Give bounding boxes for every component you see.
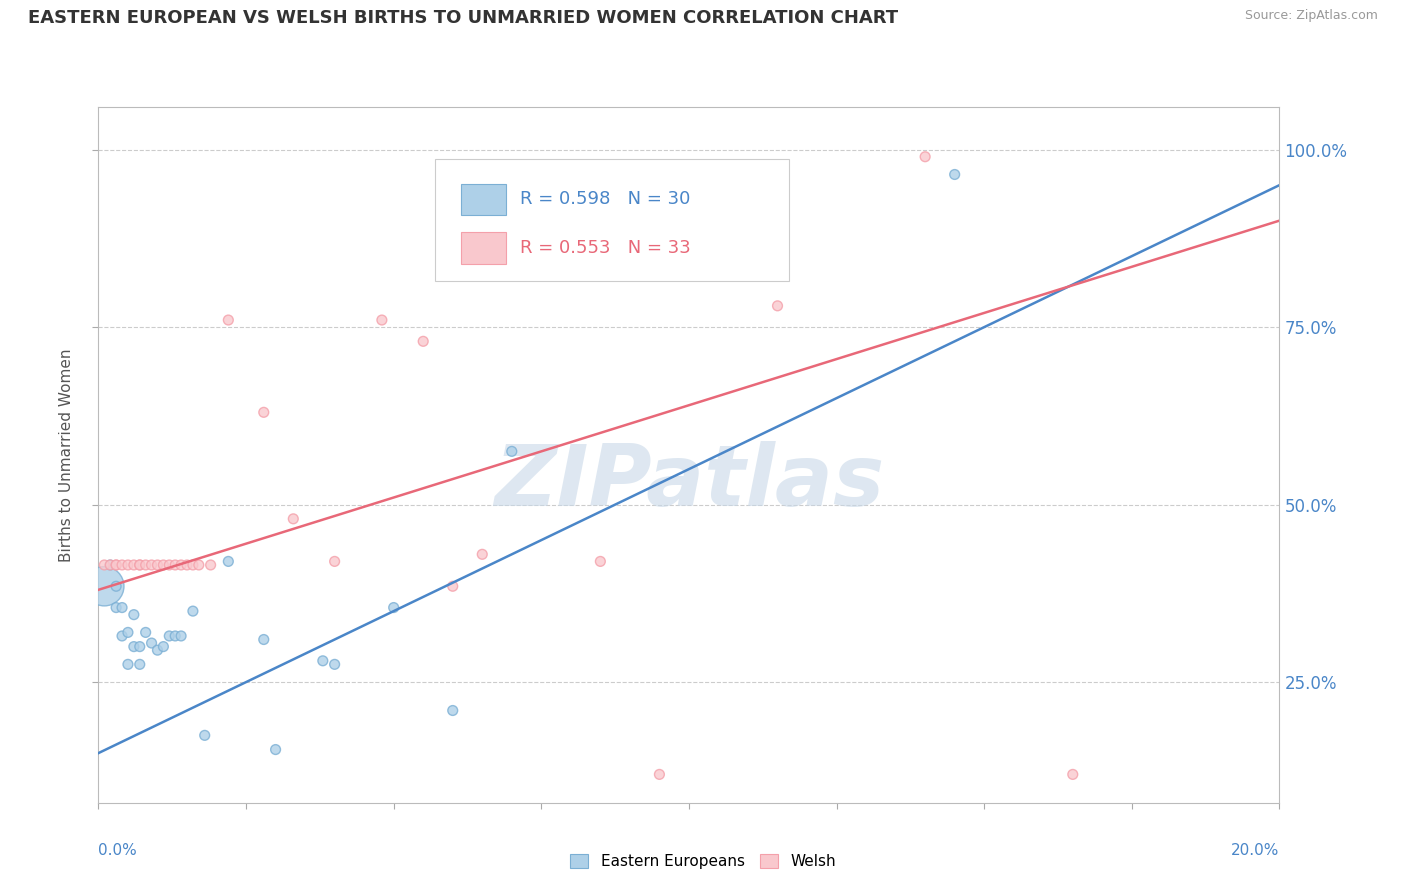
Point (943, 168, 966, 182)
Text: 0.0%: 0.0% (98, 843, 138, 858)
Point (128, 657, 150, 672)
Point (135, 625, 157, 640)
Text: ZIPatlas: ZIPatlas (494, 442, 884, 524)
Point (194, 728, 217, 742)
Point (170, 629, 193, 643)
Point (105, 558, 128, 572)
Point (441, 579, 464, 593)
Point (323, 657, 346, 672)
Point (441, 704, 464, 718)
Point (1062, 767, 1084, 781)
Point (471, 547, 494, 561)
Point (111, 558, 134, 572)
FancyBboxPatch shape (434, 159, 789, 281)
Point (165, 558, 187, 572)
Point (323, 554, 346, 568)
Point (170, 558, 193, 572)
Text: 20.0%: 20.0% (1232, 843, 1279, 858)
Point (128, 558, 150, 572)
FancyBboxPatch shape (461, 184, 506, 215)
Point (122, 607, 145, 622)
Point (141, 636, 163, 650)
Point (766, 299, 789, 313)
Text: R = 0.598   N = 30: R = 0.598 N = 30 (520, 190, 690, 208)
Point (217, 554, 239, 568)
Point (93, 579, 115, 593)
Point (146, 643, 169, 657)
FancyBboxPatch shape (461, 232, 506, 263)
Point (105, 558, 128, 572)
Point (200, 558, 222, 572)
Point (176, 558, 198, 572)
Point (371, 313, 394, 327)
Point (181, 604, 204, 618)
Text: R = 0.553   N = 33: R = 0.553 N = 33 (520, 238, 690, 257)
Point (253, 632, 276, 647)
Text: Source: ZipAtlas.com: Source: ZipAtlas.com (1244, 9, 1378, 22)
Point (135, 558, 157, 572)
Point (111, 629, 134, 643)
Point (187, 558, 209, 572)
Point (312, 654, 335, 668)
Point (98, 558, 121, 572)
Point (117, 625, 139, 640)
Point (152, 640, 174, 654)
Point (122, 640, 145, 654)
Point (382, 600, 405, 615)
Point (165, 629, 187, 643)
Point (128, 640, 150, 654)
Point (217, 313, 239, 327)
Point (914, 150, 936, 164)
Point (111, 600, 134, 615)
Point (283, 512, 305, 526)
Point (122, 558, 145, 572)
Point (501, 444, 523, 458)
Point (117, 657, 139, 672)
Y-axis label: Births to Unmarried Women: Births to Unmarried Women (59, 348, 75, 562)
Legend: Eastern Europeans, Welsh: Eastern Europeans, Welsh (564, 848, 842, 875)
Point (93, 558, 115, 572)
Point (648, 767, 671, 781)
Point (264, 742, 287, 756)
Point (146, 558, 169, 572)
Point (105, 579, 128, 593)
Point (157, 629, 180, 643)
Point (141, 558, 163, 572)
Point (589, 554, 612, 568)
Point (105, 600, 128, 615)
Point (181, 558, 204, 572)
Point (128, 558, 150, 572)
Point (412, 334, 434, 349)
Point (253, 405, 276, 419)
Point (117, 558, 139, 572)
Point (98, 558, 121, 572)
Text: EASTERN EUROPEAN VS WELSH BIRTHS TO UNMARRIED WOMEN CORRELATION CHART: EASTERN EUROPEAN VS WELSH BIRTHS TO UNMA… (28, 9, 898, 27)
Point (157, 558, 180, 572)
Point (152, 558, 174, 572)
